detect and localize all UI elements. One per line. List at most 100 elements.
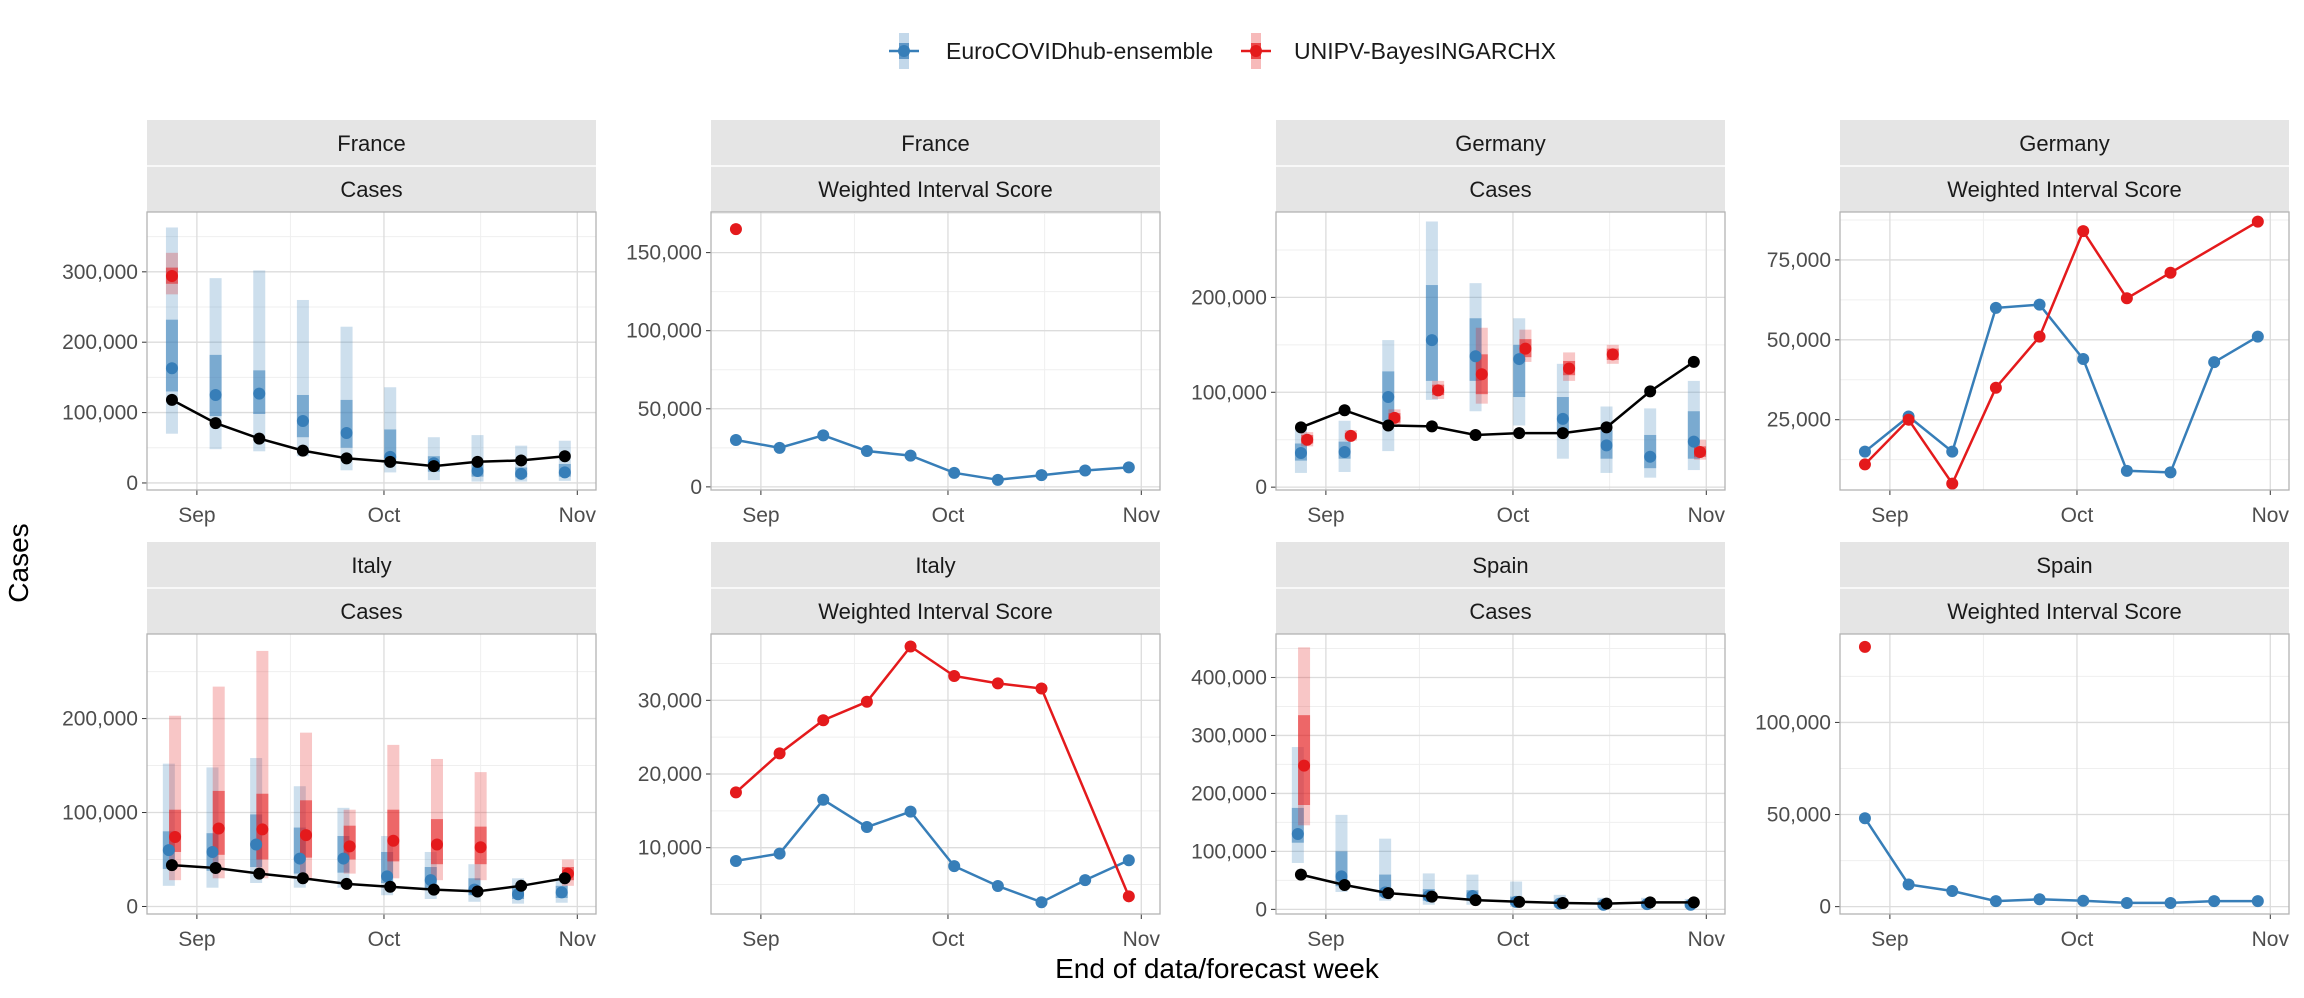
y-tick-label: 30,000 [638, 689, 702, 712]
interval-50-ensemble [165, 319, 178, 392]
x-tick-label: Oct [2061, 504, 2094, 527]
panel-border [1275, 633, 1726, 915]
y-tick-label: 0 [126, 895, 138, 918]
score-point-ensemble [1946, 884, 1959, 897]
strip-location-bg [1276, 120, 1725, 166]
x-tick-label: Oct [2061, 928, 2094, 951]
median-point-unipv [474, 841, 487, 854]
chart-panels: France Cases 0 100,000 200,000 300,000 Sep Oct N… [62, 120, 2290, 951]
strip-target-bg [711, 166, 1160, 212]
score-point-ensemble [2208, 895, 2221, 908]
score-point-ensemble [1122, 854, 1135, 867]
score-point-ensemble [1035, 896, 1048, 909]
x-tick-label: Oct [1497, 928, 1530, 951]
score-point-unipv [2251, 215, 2264, 228]
median-point-ensemble [250, 838, 263, 851]
interval-90-ensemble [340, 326, 353, 471]
interval-50-ensemble [340, 399, 353, 448]
score-point-ensemble [2251, 330, 2264, 343]
median-point-unipv [343, 840, 356, 853]
strip-location-label: Italy [915, 553, 955, 578]
median-point-ensemble [1469, 350, 1482, 363]
score-point-ensemble [860, 444, 873, 457]
median-point-ensemble [296, 415, 309, 428]
score-point-ensemble [2120, 896, 2133, 909]
score-line-ensemble [1864, 303, 2259, 474]
strip-location-bg [711, 120, 1160, 166]
panel-data [729, 223, 1135, 486]
median-point-ensemble [1644, 450, 1657, 463]
score-point-ensemble [1035, 469, 1048, 482]
y-tick-label: 25,000 [1767, 409, 1831, 432]
y-tick-label: 50,000 [1767, 329, 1831, 352]
median-point-ensemble [381, 870, 394, 883]
strip-target-label: Weighted Interval Score [1947, 599, 2181, 624]
panel-data [729, 640, 1135, 909]
plot-area [147, 634, 596, 914]
observed-point [1556, 896, 1569, 909]
observed-point [1513, 427, 1526, 440]
plot-area [1276, 634, 1725, 914]
score-point-unipv [817, 714, 830, 727]
median-point-ensemble [1425, 334, 1438, 347]
median-point-unipv [1519, 342, 1532, 355]
strip-target-bg [1276, 166, 1725, 212]
strip-target-label: Cases [340, 599, 402, 624]
score-point-ensemble [729, 434, 742, 447]
score-point-ensemble [991, 880, 1004, 892]
score-point-unipv [991, 677, 1004, 690]
median-point-ensemble [162, 844, 175, 857]
median-point-unipv [169, 830, 182, 843]
x-tick-label: Nov [1123, 504, 1161, 527]
x-tick-label: Sep [742, 928, 779, 951]
y-tick-label: 200,000 [62, 708, 138, 731]
panel-data [1858, 215, 2264, 490]
observed-point [1469, 894, 1482, 907]
observed-point [165, 859, 178, 872]
strip-location-bg [147, 120, 596, 166]
observed-point [1425, 420, 1438, 433]
score-point-ensemble [817, 429, 830, 442]
strip-location-bg [147, 542, 596, 588]
x-tick-label: Nov [2252, 504, 2290, 527]
panel-spain-cases: Spain Cases 0 100,000 200,000 300,000 400,000 S… [1191, 542, 1726, 951]
median-point-unipv [212, 822, 225, 835]
legend-item-ensemble: EuroCOVIDhub-ensemble [889, 33, 1213, 69]
y-tick-label: 0 [1819, 896, 1831, 919]
x-tick-label: Nov [2252, 928, 2290, 951]
median-point-unipv [256, 823, 269, 836]
observed-point [253, 867, 266, 880]
observed-line [171, 398, 565, 468]
observed-point [340, 877, 353, 890]
x-tick-label: Oct [368, 504, 401, 527]
score-point-ensemble [2120, 464, 2133, 477]
score-point-ensemble [1989, 895, 2002, 908]
strip-location-label: Germany [2019, 131, 2109, 156]
observed-point [1556, 427, 1569, 440]
score-point-ensemble [904, 449, 917, 462]
median-point-ensemble [165, 362, 178, 375]
panel-border [710, 633, 1161, 915]
score-point-ensemble [948, 860, 961, 873]
median-point-unipv [1344, 429, 1357, 442]
strip-target-bg [1840, 588, 2289, 634]
observed-point [209, 861, 222, 874]
median-point-ensemble [1600, 439, 1613, 452]
observed-point [427, 883, 440, 896]
legend-label-unipv: UNIPV-BayesINGARCHX [1294, 38, 1556, 64]
observed-point [1425, 890, 1438, 903]
legend-label-ensemble: EuroCOVIDhub-ensemble [946, 38, 1213, 64]
observed-point [253, 432, 266, 445]
median-point-unipv [387, 834, 400, 847]
strip-location-bg [711, 542, 1160, 588]
median-point-unipv [1432, 384, 1445, 397]
strip-target-label: Cases [1469, 599, 1531, 624]
median-point-ensemble [1382, 391, 1395, 404]
observed-point [515, 454, 528, 467]
strip-location-label: Spain [1472, 553, 1528, 578]
median-point-ensemble [515, 467, 528, 480]
score-point-ensemble [991, 473, 1004, 486]
score-point-unipv [2120, 292, 2133, 305]
panel-border [146, 633, 597, 915]
x-tick-label: Nov [559, 928, 597, 951]
